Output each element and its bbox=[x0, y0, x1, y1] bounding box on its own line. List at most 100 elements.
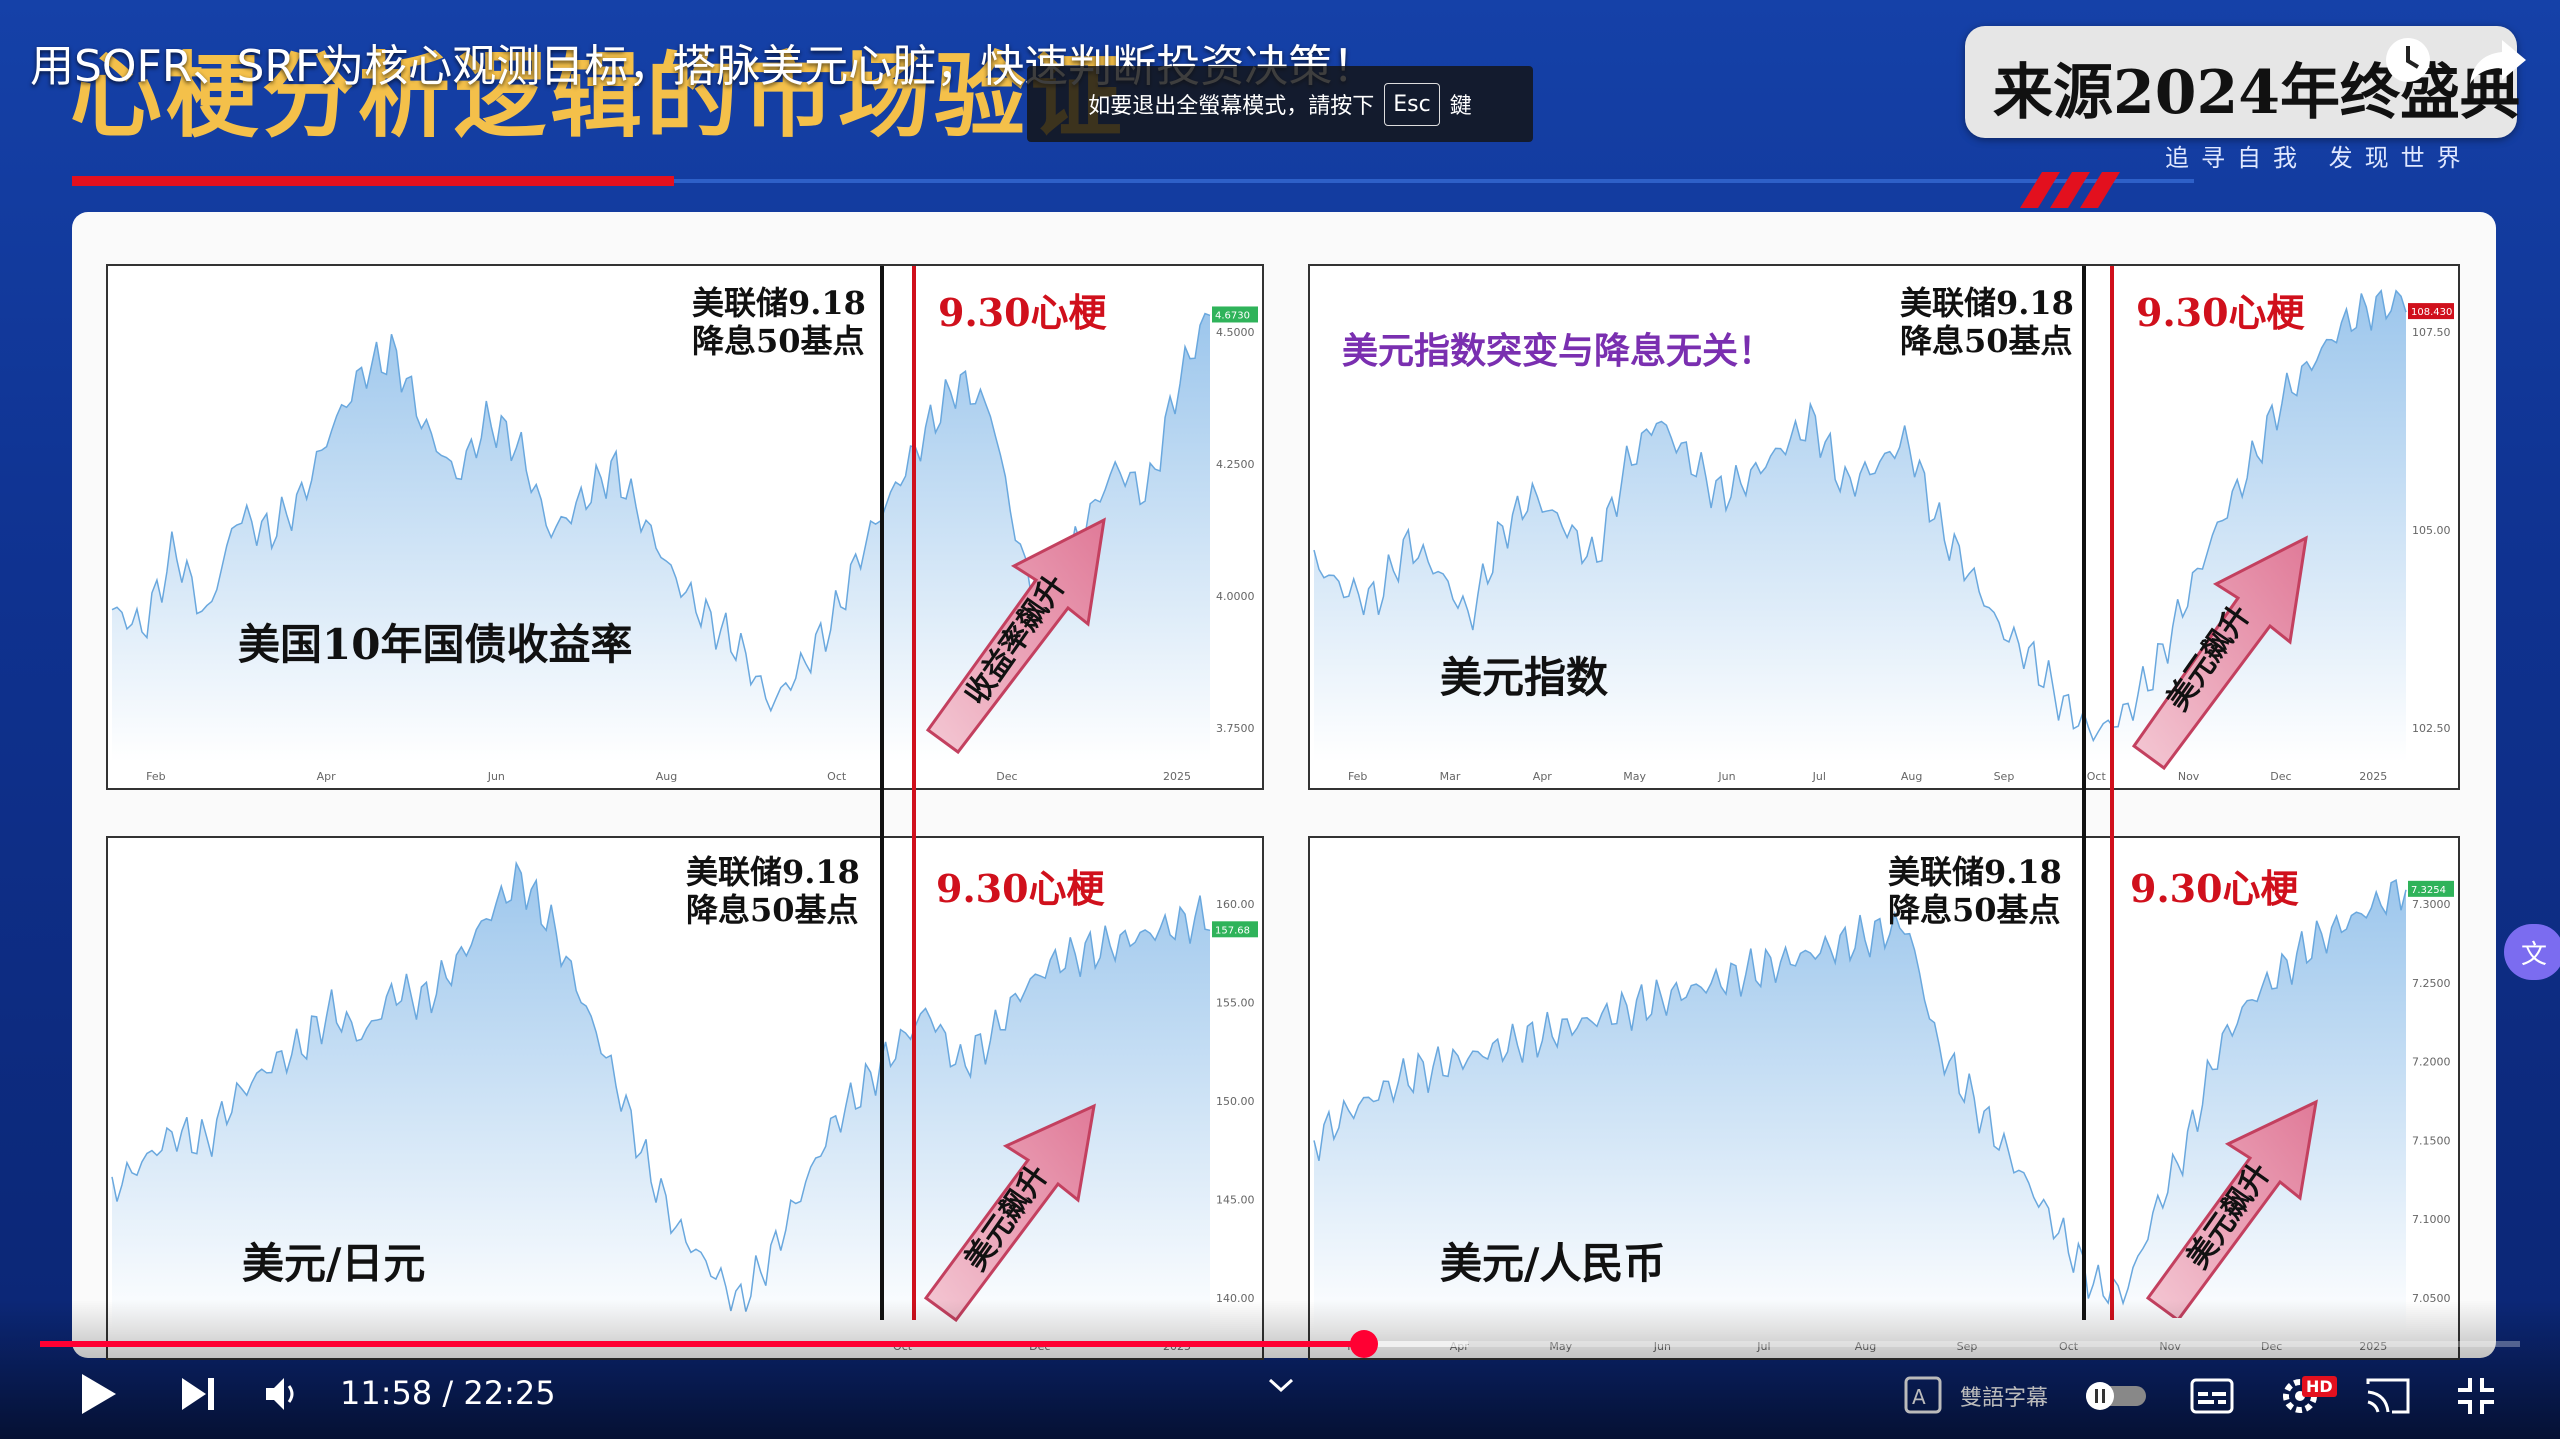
progress-played bbox=[40, 1341, 1364, 1347]
x-tick-label: Jun bbox=[487, 770, 505, 783]
x-tick-label: Oct bbox=[2087, 770, 2107, 783]
arrow-1: 收益率飙升 bbox=[918, 516, 1118, 760]
captions-icon[interactable] bbox=[2190, 1378, 2234, 1414]
x-tick-label: 2025 bbox=[2359, 770, 2387, 783]
fullscreen-toast: 如要退出全螢幕模式，請按下 Esc 鍵 bbox=[1027, 66, 1533, 142]
title-blue-underline bbox=[674, 179, 2194, 183]
chart-subtitle: 美元指数突变与降息无关！ bbox=[1342, 330, 1775, 372]
last-value-badge bbox=[1212, 306, 1258, 323]
up-arrow-icon bbox=[923, 1103, 1096, 1323]
y-tick-label: 7.1000 bbox=[2412, 1213, 2451, 1226]
chevron-down-icon[interactable] bbox=[1266, 1376, 1296, 1396]
last-value-badge bbox=[2408, 303, 2454, 320]
last-value-badge bbox=[2408, 880, 2454, 897]
last-value-label: 7.3254 bbox=[2411, 885, 2446, 896]
exit-fullscreen-icon[interactable] bbox=[2456, 1376, 2496, 1416]
chart-title: 美国10年国债收益率 bbox=[238, 620, 633, 669]
last-value-label: 4.6730 bbox=[1215, 310, 1250, 321]
fed-note-line1: 美联储9.18 bbox=[686, 853, 860, 891]
chart-title: 美元指数 bbox=[1440, 653, 1609, 702]
fed-line-left bbox=[880, 266, 884, 1320]
x-tick-label: Jul bbox=[1812, 770, 1826, 783]
last-value-label: 108.430 bbox=[2411, 307, 2452, 318]
player-controls bbox=[0, 1300, 2560, 1439]
volume-icon[interactable] bbox=[262, 1374, 302, 1414]
x-tick-label: Sep bbox=[1994, 770, 2015, 783]
y-tick-label: 102.50 bbox=[2412, 722, 2451, 735]
esc-key: Esc bbox=[1384, 82, 1440, 126]
hd-badge: HD bbox=[2302, 1376, 2337, 1397]
price-area bbox=[1314, 290, 2406, 762]
next-icon[interactable] bbox=[178, 1374, 218, 1414]
arrow-4: 美元飙升 bbox=[2140, 1098, 2340, 1323]
event-label-3: 9.30心梗 bbox=[936, 866, 1105, 911]
progress-scrubber[interactable] bbox=[1350, 1330, 1378, 1358]
autoplay-toggle-icon[interactable] bbox=[2084, 1380, 2148, 1412]
x-tick-label: Apr bbox=[1533, 770, 1553, 783]
price-line bbox=[1313, 878, 2407, 1306]
y-tick-label: 105.00 bbox=[2412, 524, 2451, 537]
x-tick-label: Aug bbox=[1901, 770, 1922, 783]
toast-suffix: 鍵 bbox=[1449, 94, 1472, 119]
x-tick-label: Feb bbox=[1348, 770, 1367, 783]
y-tick-label: 107.50 bbox=[2412, 326, 2451, 339]
fed-note-line2: 降息50基点 bbox=[1888, 891, 2061, 929]
arrow-3: 美元飙升 bbox=[918, 1102, 1118, 1326]
x-tick-label: Feb bbox=[146, 770, 165, 783]
brand-box: 来源2024年终盛典 bbox=[1965, 26, 2520, 138]
y-tick-label: 4.0000 bbox=[1216, 590, 1255, 603]
y-tick-label: 160.00 bbox=[1216, 898, 1255, 911]
price-area bbox=[1314, 880, 2406, 1332]
event-label-4: 9.30心梗 bbox=[2130, 866, 2299, 911]
price-area bbox=[112, 863, 1210, 1332]
y-tick-label: 145.00 bbox=[1216, 1194, 1255, 1207]
x-tick-label: Nov bbox=[2178, 770, 2200, 783]
x-tick-label: Oct bbox=[827, 770, 847, 783]
fed-note-1: 美联储9.18 降息50基点 bbox=[692, 284, 866, 360]
event-label-1: 9.30心梗 bbox=[938, 290, 1107, 335]
share-icon[interactable] bbox=[2468, 36, 2528, 86]
chart-title: 美元/人民币 bbox=[1440, 1239, 1666, 1288]
fed-note-line1: 美联储9.18 bbox=[1900, 284, 2074, 322]
y-tick-label: 7.3000 bbox=[2412, 898, 2451, 911]
play-icon[interactable] bbox=[76, 1370, 120, 1418]
fed-note-line2: 降息50基点 bbox=[692, 322, 865, 360]
fed-note-line1: 美联储9.18 bbox=[1888, 853, 2062, 891]
y-tick-label: 4.2500 bbox=[1216, 458, 1255, 471]
x-tick-label: Apr bbox=[317, 770, 337, 783]
toast-prefix: 如要退出全螢幕模式，請按下 bbox=[1088, 94, 1375, 119]
y-tick-label: 7.2500 bbox=[2412, 977, 2451, 990]
fed-note-line1: 美联储9.18 bbox=[692, 284, 866, 322]
x-tick-label: Mar bbox=[1440, 770, 1461, 783]
price-line bbox=[1313, 289, 2407, 743]
x-tick-label: 2025 bbox=[1163, 770, 1191, 783]
fed-note-line2: 降息50基点 bbox=[1900, 322, 2073, 360]
fed-note-2: 美联储9.18 降息50基点 bbox=[1900, 284, 2074, 360]
x-tick-label: Jun bbox=[1717, 770, 1735, 783]
price-area bbox=[112, 313, 1210, 762]
last-value-label: 157.68 bbox=[1215, 925, 1250, 936]
x-tick-label: Aug bbox=[656, 770, 677, 783]
watch-later-icon[interactable] bbox=[2382, 34, 2434, 86]
bilingual-subtitle-label[interactable]: 雙語字幕 bbox=[1960, 1386, 2049, 1411]
chart-dxy-plot: Feb Mar Apr May Jun Jul Aug Sep Oct Nov Dec 2025 107… bbox=[1313, 289, 2454, 783]
chart-dxy: Feb Mar Apr May Jun Jul Aug Sep Oct Nov Dec 2025 107… bbox=[1308, 264, 2460, 790]
up-arrow-icon bbox=[925, 517, 1106, 755]
y-tick-label: 7.2000 bbox=[2412, 1056, 2451, 1069]
slide-title: 心梗分析逻辑的市场验证 bbox=[70, 42, 1127, 150]
x-tick-label: Dec bbox=[996, 770, 1017, 783]
translate-icon[interactable]: 文 bbox=[2504, 924, 2560, 980]
y-tick-label: 4.5000 bbox=[1216, 326, 1255, 339]
last-value-badge bbox=[1212, 921, 1258, 938]
y-tick-label: 3.7500 bbox=[1216, 722, 1255, 735]
chart-usdjpy: OctDec2025160.00155.00150.00145.00140.00… bbox=[106, 836, 1264, 1360]
y-tick-label: 150.00 bbox=[1216, 1095, 1255, 1108]
bilingual-subtitle-icon[interactable]: A bbox=[1904, 1376, 1944, 1416]
cast-icon[interactable] bbox=[2364, 1376, 2412, 1416]
fed-note-4: 美联储9.18 降息50基点 bbox=[1888, 853, 2062, 929]
brand-text: 来源2024年终盛典 bbox=[1993, 58, 2520, 128]
x-tick-label: May bbox=[1623, 770, 1646, 783]
time-display: 11:58 / 22:25 bbox=[340, 1374, 556, 1412]
up-arrow-icon bbox=[2131, 535, 2308, 771]
event-line-left bbox=[912, 266, 916, 1320]
